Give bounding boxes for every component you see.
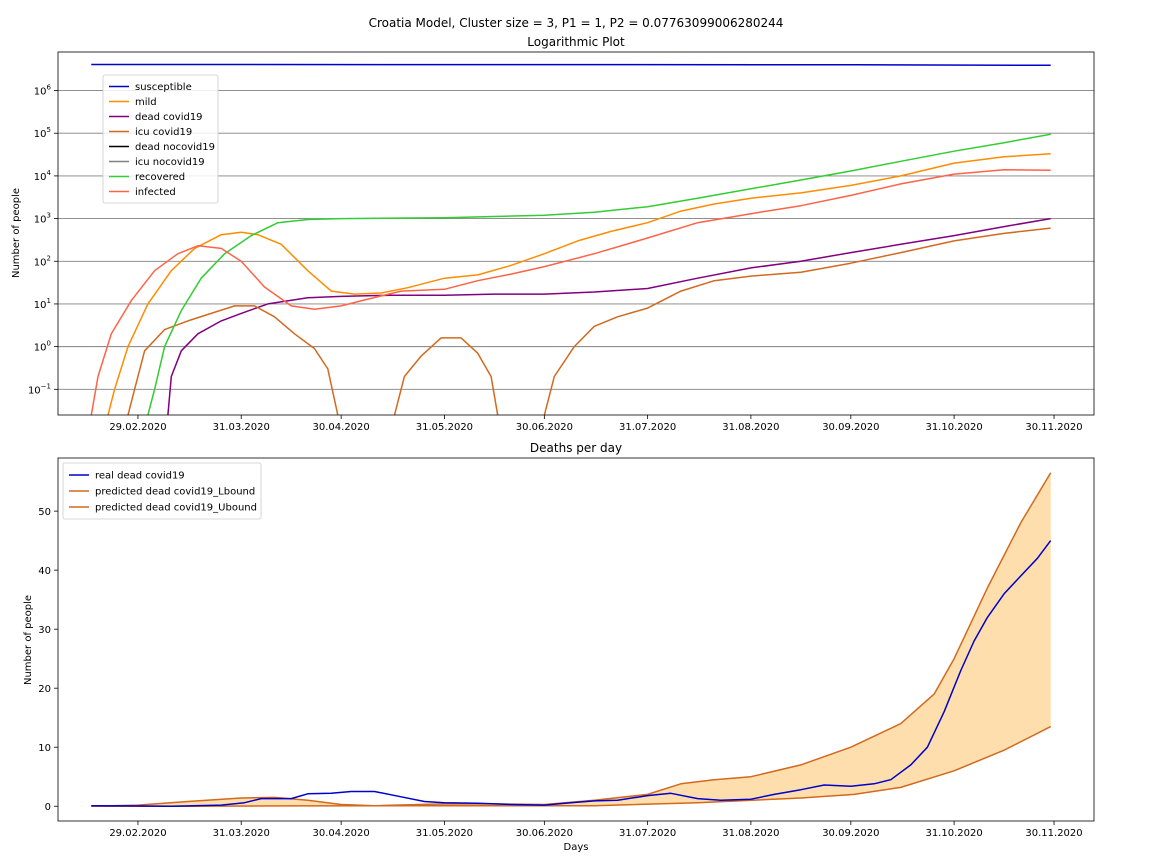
log-plot-y-tick-label: 104 (34, 169, 52, 183)
legend-label-dead-covid19: dead covid19 (135, 112, 203, 123)
deaths-plot-x-tick-label: 30.04.2020 (313, 828, 370, 839)
log-plot-ylabel: Number of people (11, 188, 22, 278)
series-line-real-dead-covid19 (91, 540, 1052, 807)
deaths-plot-y-tick-label: 0 (45, 802, 51, 813)
log-plot-ticks: 10−1 100 101 102 103 104 105 106 29.02.2020 31.03… (28, 84, 1083, 433)
deaths-plot-x-tick-label: 30.09.2020 (822, 828, 879, 839)
log-plot-x-tick-label: 29.02.2020 (109, 422, 166, 433)
log-plot-y-tick-label: 103 (34, 212, 51, 226)
log-plot-x-tick-label: 31.08.2020 (722, 422, 779, 433)
log-plot-frame (57, 51, 1095, 416)
legend-label-predicted-dead-covid19-lbound: predicted dead covid19_Lbound (95, 487, 255, 498)
deaths-plot-y-tick-label: 30 (38, 625, 51, 636)
log-plot-x-tick-label: 30.11.2020 (1025, 422, 1082, 433)
legend-label-mild: mild (135, 97, 157, 108)
deaths-plot-x-tick-label: 29.02.2020 (109, 828, 166, 839)
deaths-plot-y-tick-label: 40 (38, 566, 51, 577)
series-line-icu-covid19 (543, 227, 1051, 416)
log-plot-x-tick-label: 30.04.2020 (313, 422, 370, 433)
legend-label-infected: infected (135, 187, 176, 198)
log-plot-y-tick-label: 102 (34, 254, 51, 268)
log-plot-y-tick-label: 101 (34, 297, 51, 311)
log-plot-axes: Logarithmic Plot Number of people 10−110… (11, 35, 1095, 433)
log-plot-series (90, 63, 1051, 416)
deaths-plot-y-tick-label: 20 (38, 684, 51, 695)
series-line-icu-covid19 (393, 337, 499, 416)
deaths-plot-title: Deaths per day (530, 441, 622, 455)
deaths-plot-legend: real dead covid19 predicted dead covid19_… (62, 462, 262, 520)
series-line-icu-covid19 (127, 305, 339, 416)
deaths-plot-y-tick-label: 10 (38, 743, 51, 754)
deaths-plot-x-tick-label: 31.08.2020 (722, 828, 779, 839)
log-plot-y-tick-label: 100 (34, 340, 51, 354)
deaths-plot-x-tick-label: 30.11.2020 (1025, 828, 1082, 839)
legend-label-real-dead-covid19: real dead covid19 (95, 471, 185, 482)
legend-label-icu-nocovid19: icu nocovid19 (135, 157, 205, 168)
log-plot-x-tick-label: 30.06.2020 (516, 422, 573, 433)
log-plot-y-tick-label: 10−1 (28, 382, 51, 396)
log-plot-title: Logarithmic Plot (527, 35, 625, 49)
series-line-recovered (147, 133, 1051, 416)
deaths-plot-axes: Deaths per day Number of people Days 0 10… (23, 441, 1095, 853)
deaths-plot-y-tick-label: 50 (38, 507, 51, 518)
series-line-predicted-dead-covid19-ubound (91, 472, 1052, 807)
series-line-mild (107, 153, 1051, 416)
log-plot-x-tick-label: 31.10.2020 (925, 422, 982, 433)
log-plot-x-tick-label: 31.05.2020 (416, 422, 473, 433)
log-plot-x-tick-label: 31.03.2020 (213, 422, 270, 433)
legend-label-predicted-dead-covid19-ubound: predicted dead covid19_Ubound (95, 503, 257, 514)
legend-label-icu-covid19: icu covid19 (135, 127, 192, 138)
deaths-plot-ticks: 0 10 20 30 40 50 29.02.2020 31.03.2020 30.04.202… (38, 507, 1082, 839)
deaths-plot-x-tick-label: 31.03.2020 (213, 828, 270, 839)
log-plot-gridlines (58, 90, 1094, 390)
log-plot-x-tick-label: 30.09.2020 (822, 422, 879, 433)
deaths-plot-frame (57, 457, 1095, 822)
legend-label-recovered: recovered (135, 172, 185, 183)
series-line-susceptible (91, 63, 1051, 67)
figure-suptitle: Croatia Model, Cluster size = 3, P1 = 1,… (369, 16, 784, 30)
log-plot-x-tick-label: 31.07.2020 (619, 422, 676, 433)
deaths-plot-legend-box (62, 462, 262, 520)
log-plot-legend: susceptible mild dead covid19 icu covid19 de… (102, 74, 219, 204)
log-plot-y-tick-label: 105 (34, 126, 51, 140)
deaths-plot-x-tick-label: 31.05.2020 (416, 828, 473, 839)
deaths-plot-series (91, 472, 1052, 807)
legend-label-dead-nocovid19: dead nocovid19 (135, 142, 215, 153)
series-line-dead-covid19 (167, 217, 1051, 416)
series-line-predicted-dead-covid19-lbound (91, 725, 1052, 807)
log-plot-y-tick-label: 106 (34, 84, 52, 98)
deaths-plot-x-tick-label: 31.07.2020 (619, 828, 676, 839)
legend-label-susceptible: susceptible (135, 82, 192, 93)
deaths-plot-x-tick-label: 31.10.2020 (925, 828, 982, 839)
deaths-plot-x-tick-label: 30.06.2020 (516, 828, 573, 839)
deaths-plot-ylabel: Number of people (23, 595, 34, 685)
log-plot-legend-box (102, 74, 219, 204)
series-line-infected (90, 168, 1051, 416)
deaths-plot-xlabel: Days (564, 842, 589, 853)
